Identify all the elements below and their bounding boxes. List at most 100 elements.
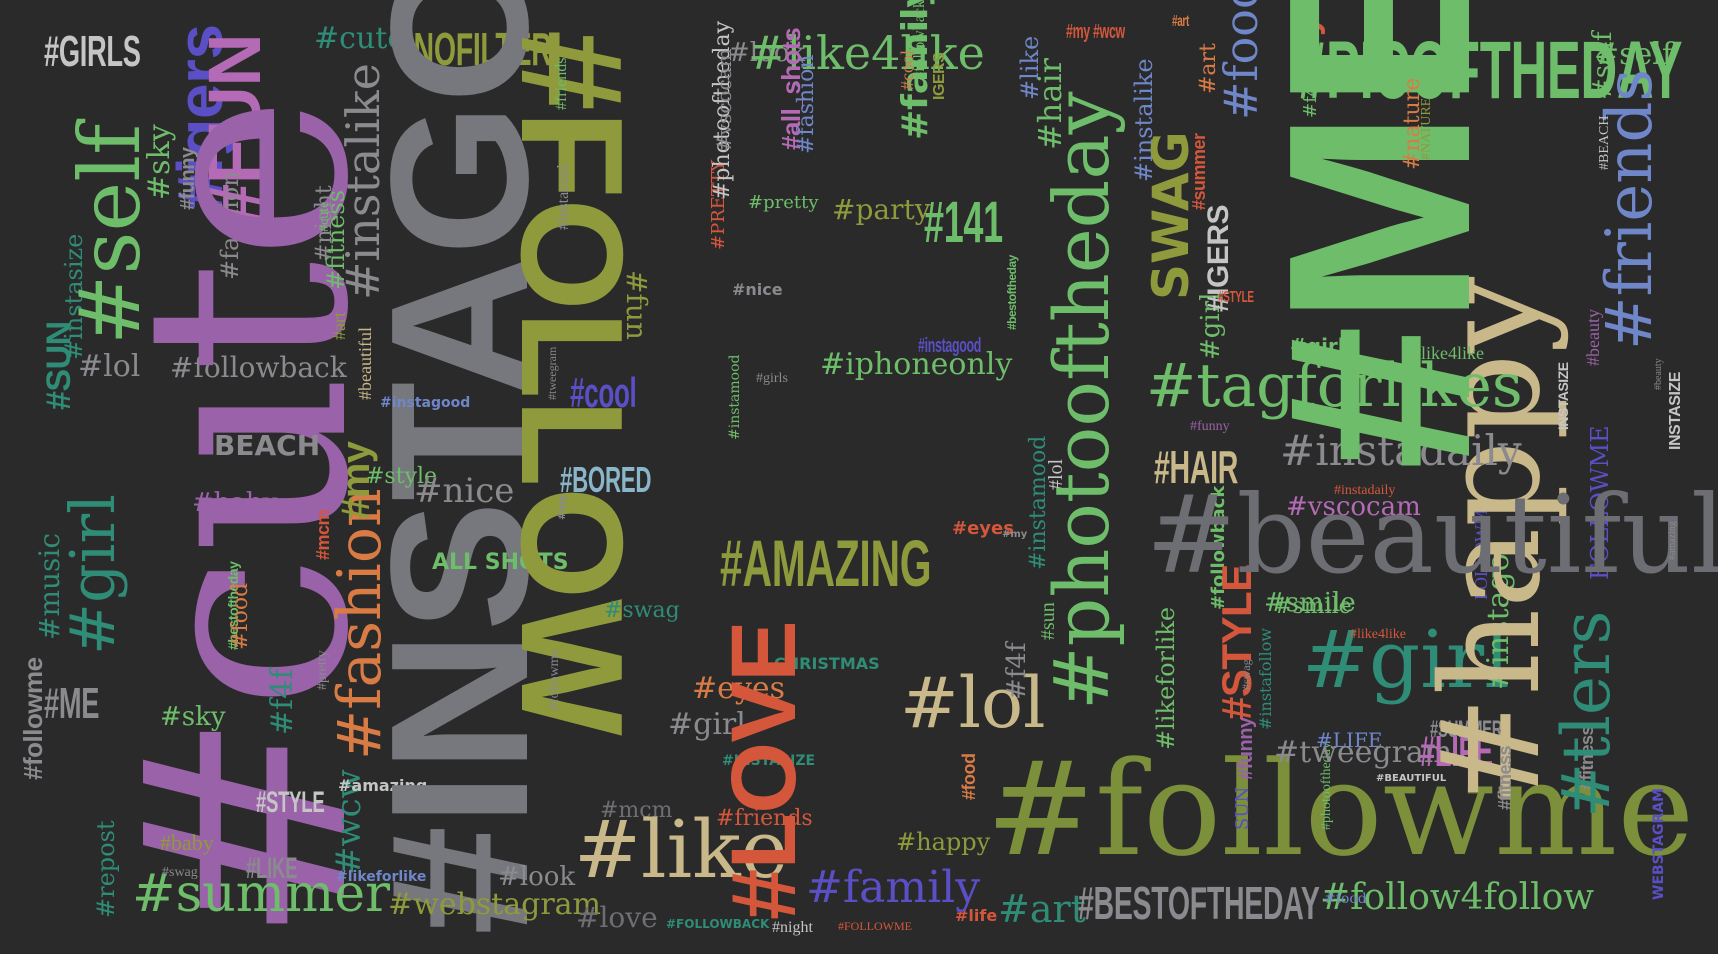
word-hashtag: #fun bbox=[620, 270, 653, 340]
word-hashtag: #LIFE bbox=[1420, 727, 1493, 776]
word-hashtag: #swag bbox=[1239, 659, 1253, 690]
word-hashtag: #pretty bbox=[748, 192, 819, 213]
word-hashtag: #eyes bbox=[952, 518, 1014, 539]
word-hashtag: #love bbox=[576, 901, 658, 934]
word-hashtag: #like4like bbox=[1350, 627, 1406, 642]
word-hashtag: #smile bbox=[1274, 594, 1352, 619]
word-hashtag: #tweegram bbox=[545, 346, 559, 400]
word-hashtag: #food bbox=[1324, 891, 1367, 907]
word-hashtag: #STYLE bbox=[256, 786, 325, 819]
word-hashtag: #sky bbox=[160, 702, 226, 732]
word-hashtag: #girls bbox=[756, 371, 788, 386]
word-hashtag: #nice bbox=[414, 471, 515, 511]
word-hashtag: #swag bbox=[162, 865, 198, 880]
word-hashtag: #funny bbox=[1235, 717, 1257, 780]
word-hashtag: #girl bbox=[1302, 613, 1510, 706]
word-hashtag: #nice bbox=[732, 280, 783, 299]
word-hashtag: #my #wcw bbox=[1066, 21, 1125, 43]
word-hashtag: #style bbox=[366, 464, 438, 489]
word-hashtag: #funny bbox=[1190, 419, 1230, 434]
word-hashtag: #BESTOFTHEDAY bbox=[1078, 877, 1320, 929]
word-hashtag: #iphoneonly bbox=[820, 347, 1013, 382]
word-hashtag: #friends bbox=[1593, 68, 1667, 350]
word-hashtag: #instacool bbox=[555, 164, 572, 230]
word-hashtag: #beauty bbox=[1653, 358, 1664, 390]
word-hashtag: #NATURE bbox=[1419, 97, 1434, 160]
word-hashtag: #BORED bbox=[560, 459, 652, 500]
word-hashtag: #smile bbox=[1264, 588, 1356, 618]
word-hashtag: #vscocam bbox=[712, 48, 736, 152]
word-hashtag: #my bbox=[1002, 529, 1028, 540]
word-hashtag: #f4f bbox=[1002, 642, 1032, 700]
word-hashtag: #likeforlike bbox=[336, 869, 427, 885]
word-hashtag: #food bbox=[228, 582, 253, 650]
word-hashtag: #friends bbox=[553, 57, 570, 110]
word-hashtag: #like4like bbox=[748, 26, 985, 80]
word-hashtag: #baby bbox=[192, 488, 278, 518]
word-hashtag: SWAG bbox=[1142, 131, 1200, 300]
word-hashtag: #followback bbox=[911, 0, 928, 80]
word-hashtag: #STYLE bbox=[1218, 289, 1254, 306]
word-hashtag: #beautiful bbox=[1146, 473, 1718, 598]
word-hashtag: #lol bbox=[900, 662, 1046, 744]
word-hashtag: ALL SHOTS bbox=[432, 550, 569, 575]
word-hashtag: #instamood bbox=[727, 354, 743, 440]
word-hashtag: #SUN bbox=[40, 321, 78, 410]
word-hashtag: #FOLLOWME bbox=[838, 919, 912, 933]
word-hashtag: #bestoftheday bbox=[1005, 255, 1019, 330]
word-hashtag: #art bbox=[998, 887, 1086, 931]
word-hashtag: #lol bbox=[78, 349, 141, 384]
word-hashtag: #party bbox=[832, 193, 931, 226]
word-hashtag: #instadaily bbox=[1334, 483, 1396, 498]
word-hashtag: #follow4follow bbox=[1320, 877, 1595, 918]
word-hashtag: #INSTASIZE bbox=[722, 753, 816, 769]
word-hashtag: #girl bbox=[1290, 334, 1345, 358]
word-hashtag: #ME bbox=[44, 679, 100, 728]
word-hashtag: #like4like bbox=[1412, 343, 1484, 363]
word-me: #ME bbox=[1235, 0, 1525, 470]
word-hashtag: #family bbox=[806, 862, 981, 913]
word-hashtag: #baby bbox=[160, 830, 214, 855]
word-hashtag: #fashion bbox=[794, 54, 819, 154]
word-hashtag: #like bbox=[1016, 35, 1044, 100]
word-hashtag: #repost bbox=[92, 820, 120, 918]
word-hashtag: #GIRLS bbox=[44, 27, 141, 76]
word-hashtag: #followback bbox=[170, 351, 347, 384]
word-hashtag: #look bbox=[728, 38, 806, 68]
word-hashtag: #FOLLOWBACK bbox=[666, 917, 770, 931]
word-hashtag: #LIFE bbox=[1316, 728, 1383, 752]
word-hashtag: #BEACH bbox=[1597, 115, 1612, 170]
word-hashtag: #f4f bbox=[265, 668, 300, 735]
word-hashtag: #life bbox=[955, 906, 998, 925]
word-hashtag: #night bbox=[772, 919, 813, 936]
word-hashtag: #tweegram bbox=[1274, 735, 1453, 770]
word-hashtag: #instafollow bbox=[1256, 627, 1275, 730]
word-hashtag: #look bbox=[498, 862, 576, 892]
word-hashtag: BEACH bbox=[214, 429, 321, 462]
word-hashtag: #SUMMER bbox=[1430, 716, 1503, 743]
word-hashtag: #mcm bbox=[600, 798, 673, 823]
word-hashtag: #amazing bbox=[338, 776, 428, 795]
word-hashtag: #friends bbox=[716, 806, 813, 831]
word-hashtag: #happy bbox=[896, 828, 991, 856]
word-hashtag: #self bbox=[1594, 37, 1673, 72]
word-hashtag: INSTASIZE bbox=[1555, 362, 1571, 430]
word-hashtag: #cute bbox=[314, 21, 406, 56]
word-hashtag: #BEAUTIFUL bbox=[1376, 773, 1447, 784]
word-hashtag: SUN bbox=[1232, 786, 1253, 830]
word-hashtag: #summer bbox=[132, 864, 390, 924]
word-hashtag: #followme bbox=[547, 649, 562, 710]
word-hashtag: #photooftheday bbox=[1037, 91, 1126, 710]
word-hashtag: #tagforlikes bbox=[1146, 351, 1523, 421]
word-hashtag: #LIKE bbox=[246, 852, 298, 885]
word-hashtag: IGERS bbox=[931, 52, 948, 100]
word-hashtag: #like bbox=[574, 803, 789, 896]
word-hashtag: #AMAZING bbox=[720, 526, 932, 600]
word-hashtag: #art bbox=[1196, 43, 1221, 94]
word-hashtag: #141 bbox=[924, 190, 1003, 255]
word-hashtag: #likeforlike bbox=[1152, 606, 1180, 750]
word-hashtag: #followme bbox=[18, 657, 48, 780]
word-hashtag: CHRISTMAS bbox=[774, 654, 880, 673]
word-hashtag: #amazing bbox=[1667, 521, 1678, 560]
